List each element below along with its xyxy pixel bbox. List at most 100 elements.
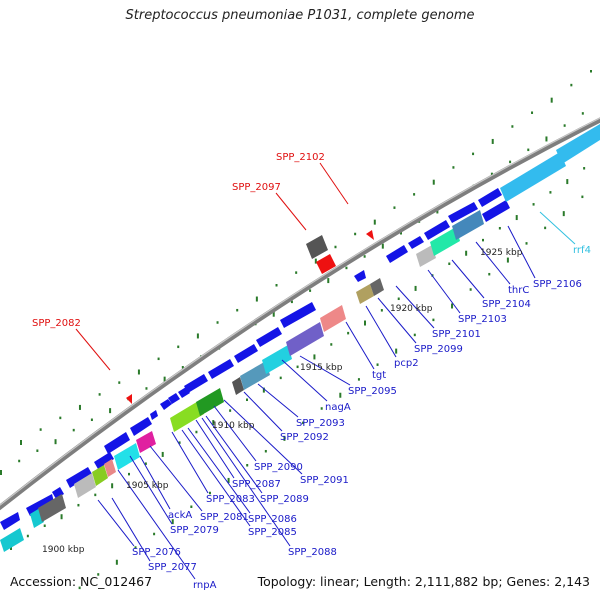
feature-block-cyan[interactable] (114, 443, 140, 470)
tick-dot (60, 514, 63, 520)
gene-label[interactable]: thrC (508, 285, 529, 296)
tick-dot (488, 272, 491, 276)
feature-block-gray[interactable] (370, 278, 384, 296)
gene-block[interactable] (408, 236, 424, 249)
leader-line (149, 445, 203, 512)
gene-label[interactable]: SPP_2093 (296, 418, 345, 429)
gene-blocks-inner (0, 188, 510, 530)
gene-label[interactable]: SPP_2087 (232, 479, 281, 490)
tick-dot (515, 215, 518, 221)
feature-block-lime[interactable] (170, 400, 204, 432)
feature-block-lime[interactable] (92, 465, 108, 486)
tick-dot (347, 331, 350, 335)
accession-text: Accession: NC_012467 (10, 574, 153, 589)
leader-line (181, 429, 251, 527)
gene-label-red[interactable]: SPP_2102 (276, 152, 325, 163)
gene-label[interactable]: SPP_2106 (533, 279, 582, 290)
gene-label[interactable]: SPP_2092 (280, 432, 329, 443)
gene-label[interactable]: SPP_2101 (432, 329, 481, 340)
gene-label[interactable]: SPP_2095 (348, 386, 397, 397)
gene-block[interactable] (424, 220, 450, 240)
gene-label[interactable]: tgt (372, 370, 386, 381)
leader-line (507, 225, 536, 279)
gene-label[interactable]: SPP_2081 (200, 512, 249, 523)
gene-label-red[interactable]: SPP_2082 (32, 318, 81, 329)
gene-label[interactable]: SPP_2088 (288, 547, 337, 558)
feature-block-gray[interactable] (38, 494, 66, 522)
feature-block-darkgray[interactable] (232, 377, 244, 395)
feature-block-salmon[interactable] (320, 305, 346, 332)
feature-block-lightgray[interactable] (416, 245, 436, 267)
gene-label-red[interactable]: SPP_2097 (232, 182, 281, 193)
tick-dot (566, 179, 569, 185)
tick-dot (229, 409, 232, 412)
gene-block[interactable] (234, 344, 258, 363)
tick-dot (177, 345, 180, 349)
feature-block-skyblue[interactable] (556, 124, 600, 164)
feature-block-violet[interactable] (286, 322, 324, 356)
gene-label[interactable]: rrf4 (573, 245, 591, 256)
gene-block[interactable] (52, 487, 64, 499)
gene-label[interactable]: SPP_2079 (170, 525, 219, 536)
gene-label[interactable]: rnpA (193, 580, 217, 591)
gene-label[interactable]: nagA (325, 402, 351, 413)
tick-dot (262, 387, 265, 393)
gene-block[interactable] (26, 494, 54, 516)
tick-dot (452, 166, 455, 169)
scale-label: 1915 kbp (300, 363, 343, 373)
gene-label[interactable]: SPP_2086 (248, 514, 297, 525)
marker-red[interactable] (366, 230, 374, 240)
feature-block-skyblue[interactable] (500, 152, 566, 202)
leader-line-red (275, 192, 307, 231)
gene-label[interactable]: SPP_2103 (458, 314, 507, 325)
gene-block[interactable] (280, 302, 316, 328)
gene-block[interactable] (150, 410, 158, 420)
gene-label[interactable]: SPP_2089 (260, 494, 309, 505)
feature-block-pink[interactable] (104, 459, 116, 477)
gene-block[interactable] (130, 417, 152, 436)
tick-dot (413, 193, 416, 196)
feature-block-red[interactable] (316, 254, 336, 274)
gene-label[interactable]: SPP_2104 (482, 299, 531, 310)
feature-block-steel[interactable] (452, 210, 484, 240)
gene-block[interactable] (104, 432, 130, 454)
gene-label[interactable]: SPP_2091 (300, 475, 349, 486)
gene-block[interactable] (386, 245, 408, 263)
gene-block[interactable] (208, 359, 234, 379)
gene-label[interactable]: SPP_2090 (254, 462, 303, 473)
feature-block-teal[interactable] (430, 227, 460, 256)
gene-label[interactable]: SPP_2076 (132, 547, 181, 558)
gene-block[interactable] (66, 467, 92, 488)
tick-dot (570, 83, 573, 87)
feature-block-lightgray[interactable] (74, 473, 96, 498)
feature-block-green[interactable] (196, 388, 224, 416)
gene-block[interactable] (94, 452, 114, 469)
gene-label[interactable]: SPP_2077 (148, 562, 197, 573)
gene-block[interactable] (256, 327, 282, 347)
tick-dot (509, 160, 512, 164)
gene-block[interactable] (168, 393, 180, 404)
gene-block[interactable] (184, 374, 208, 393)
gene-block[interactable] (482, 200, 510, 222)
gene-block[interactable] (448, 202, 478, 223)
tick-dot (246, 464, 249, 467)
feature-block-magenta[interactable] (136, 431, 156, 453)
gene-label[interactable]: SPP_2083 (206, 494, 255, 505)
feature-block-steel[interactable] (240, 361, 270, 390)
tick-dot (272, 311, 275, 317)
gene-block[interactable] (354, 270, 366, 282)
gene-block[interactable] (478, 188, 502, 207)
feature-block-khaki[interactable] (356, 284, 374, 304)
feature-block-cyan[interactable] (262, 345, 292, 374)
gene-label[interactable]: SPP_2085 (248, 527, 297, 538)
tick-dot (532, 203, 535, 206)
gene-block[interactable] (160, 399, 172, 410)
gene-label[interactable]: ackA (168, 510, 192, 521)
marker-red[interactable] (126, 394, 132, 404)
feature-block-cyan[interactable] (0, 528, 24, 552)
gene-label[interactable]: pcp2 (394, 358, 419, 369)
feature-block-darkgray[interactable] (306, 235, 328, 259)
gene-block[interactable] (0, 512, 20, 530)
gene-label[interactable]: SPP_2099 (414, 344, 463, 355)
tick-dot (236, 308, 239, 312)
